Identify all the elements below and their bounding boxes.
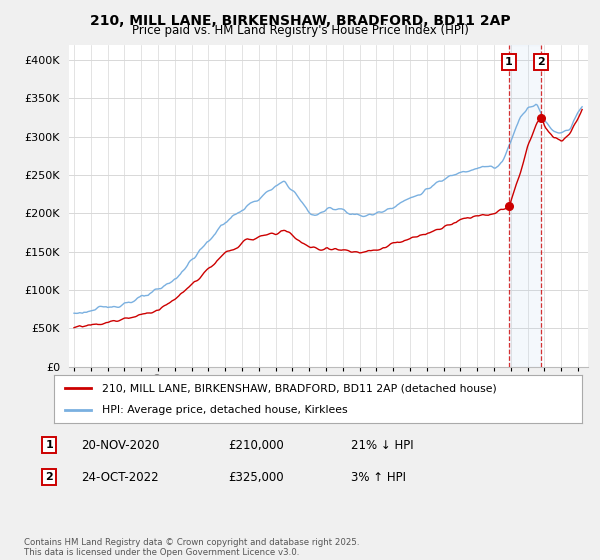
Text: £325,000: £325,000 xyxy=(228,470,284,484)
Text: 2: 2 xyxy=(46,472,53,482)
Text: 21% ↓ HPI: 21% ↓ HPI xyxy=(351,438,413,452)
Text: HPI: Average price, detached house, Kirklees: HPI: Average price, detached house, Kirk… xyxy=(101,405,347,415)
Text: 210, MILL LANE, BIRKENSHAW, BRADFORD, BD11 2AP: 210, MILL LANE, BIRKENSHAW, BRADFORD, BD… xyxy=(89,14,511,28)
Text: Price paid vs. HM Land Registry's House Price Index (HPI): Price paid vs. HM Land Registry's House … xyxy=(131,24,469,36)
Text: 3% ↑ HPI: 3% ↑ HPI xyxy=(351,470,406,484)
Text: £210,000: £210,000 xyxy=(228,438,284,452)
Bar xyxy=(509,45,541,367)
Text: 1: 1 xyxy=(46,440,53,450)
Text: 2: 2 xyxy=(537,57,545,67)
Text: 1: 1 xyxy=(505,57,512,67)
Text: 20-NOV-2020: 20-NOV-2020 xyxy=(81,438,160,452)
Text: 210, MILL LANE, BIRKENSHAW, BRADFORD, BD11 2AP (detached house): 210, MILL LANE, BIRKENSHAW, BRADFORD, BD… xyxy=(101,383,496,393)
Text: 24-OCT-2022: 24-OCT-2022 xyxy=(81,470,158,484)
Text: Contains HM Land Registry data © Crown copyright and database right 2025.
This d: Contains HM Land Registry data © Crown c… xyxy=(24,538,359,557)
